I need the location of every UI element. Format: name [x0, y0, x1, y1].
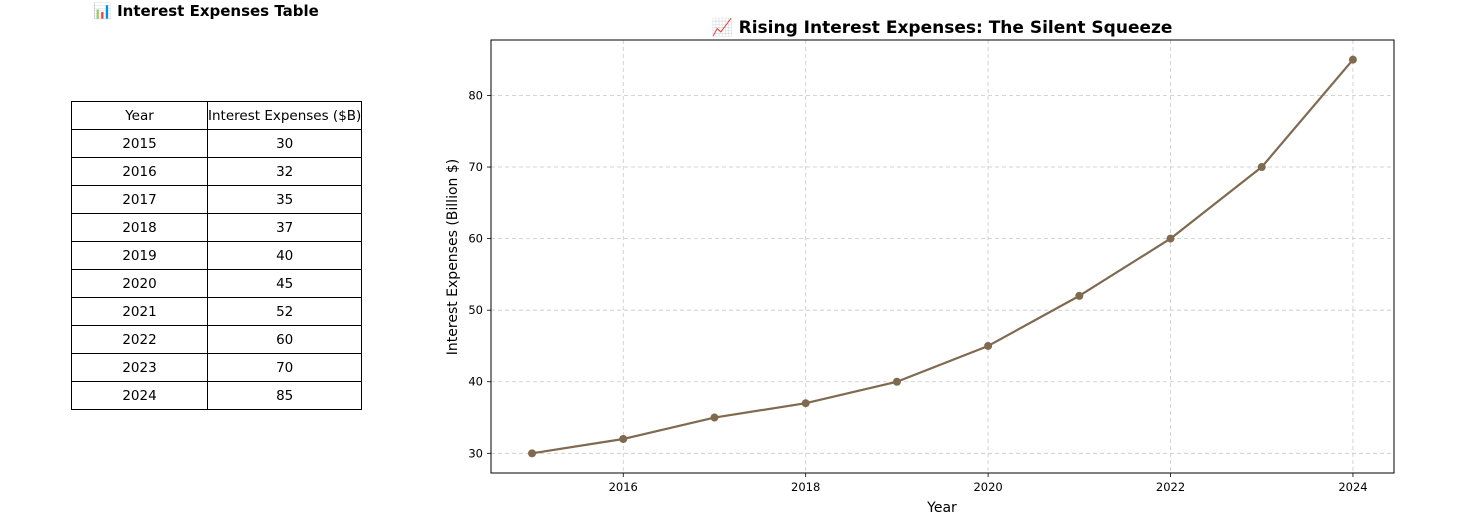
- table-row: 2019 40: [71, 241, 363, 270]
- x-tick-label: 2022: [1156, 480, 1185, 494]
- data-point: [619, 435, 628, 444]
- data-point: [984, 341, 993, 350]
- chart-title: 📈 Rising Interest Expenses: The Silent S…: [712, 17, 1173, 38]
- table-header-row: Year Interest Expenses ($B): [71, 101, 363, 130]
- data-point: [1348, 55, 1357, 64]
- cell-year: 2022: [71, 325, 208, 354]
- y-axis-label: Interest Expenses (Billion $): [445, 159, 461, 355]
- cell-year: 2023: [71, 353, 208, 382]
- table-row: 2015 30: [71, 129, 363, 158]
- cell-value: 40: [206, 241, 363, 270]
- table-row: 2016 32: [71, 157, 363, 186]
- plot-frame: [490, 39, 1395, 474]
- cell-value: 30: [206, 129, 363, 158]
- x-tick-label: 2020: [973, 480, 1002, 494]
- cell-value: 85: [206, 381, 363, 410]
- data-point: [1166, 234, 1175, 243]
- cell-value: 45: [206, 269, 363, 298]
- y-tick-label: 30: [468, 446, 483, 460]
- cell-year: 2019: [71, 241, 208, 270]
- x-tick-label: 2016: [609, 480, 638, 494]
- data-point: [1075, 291, 1084, 300]
- axis-ticks: 2016 2018 2020 2022 2024 30 40 50 60 70 80: [468, 88, 1367, 494]
- y-tick-label: 80: [468, 88, 483, 102]
- header-interest-expenses: Interest Expenses ($B): [206, 101, 363, 130]
- table-title: 📊 Interest Expenses Table: [93, 2, 319, 20]
- y-tick-label: 50: [468, 303, 483, 317]
- data-point: [801, 399, 810, 408]
- cell-year: 2017: [71, 185, 208, 214]
- data-point: [892, 377, 901, 386]
- table-row: 2024 85: [71, 381, 363, 410]
- x-axis-label: Year: [926, 500, 957, 516]
- table-row: 2017 35: [71, 185, 363, 214]
- table-row: 2021 52: [71, 297, 363, 326]
- x-tick-label: 2018: [791, 480, 820, 494]
- data-points: [528, 55, 1357, 458]
- grid-lines: [491, 40, 1394, 473]
- interest-expenses-table: Year Interest Expenses ($B) 2015 30 2016 3…: [71, 101, 363, 410]
- cell-year: 2015: [71, 129, 208, 158]
- cell-value: 35: [206, 185, 363, 214]
- data-point: [1257, 163, 1266, 172]
- y-tick-label: 60: [468, 232, 483, 246]
- data-point: [710, 413, 719, 422]
- data-point: [528, 449, 537, 458]
- header-year: Year: [71, 101, 208, 130]
- cell-value: 52: [206, 297, 363, 326]
- x-tick-label: 2024: [1338, 480, 1367, 494]
- cell-value: 37: [206, 213, 363, 242]
- y-tick-label: 40: [468, 375, 483, 389]
- table-row: 2023 70: [71, 353, 363, 382]
- cell-value: 70: [206, 353, 363, 382]
- y-tick-label: 70: [468, 160, 483, 174]
- series-line: [531, 58, 1354, 455]
- cell-year: 2024: [71, 381, 208, 410]
